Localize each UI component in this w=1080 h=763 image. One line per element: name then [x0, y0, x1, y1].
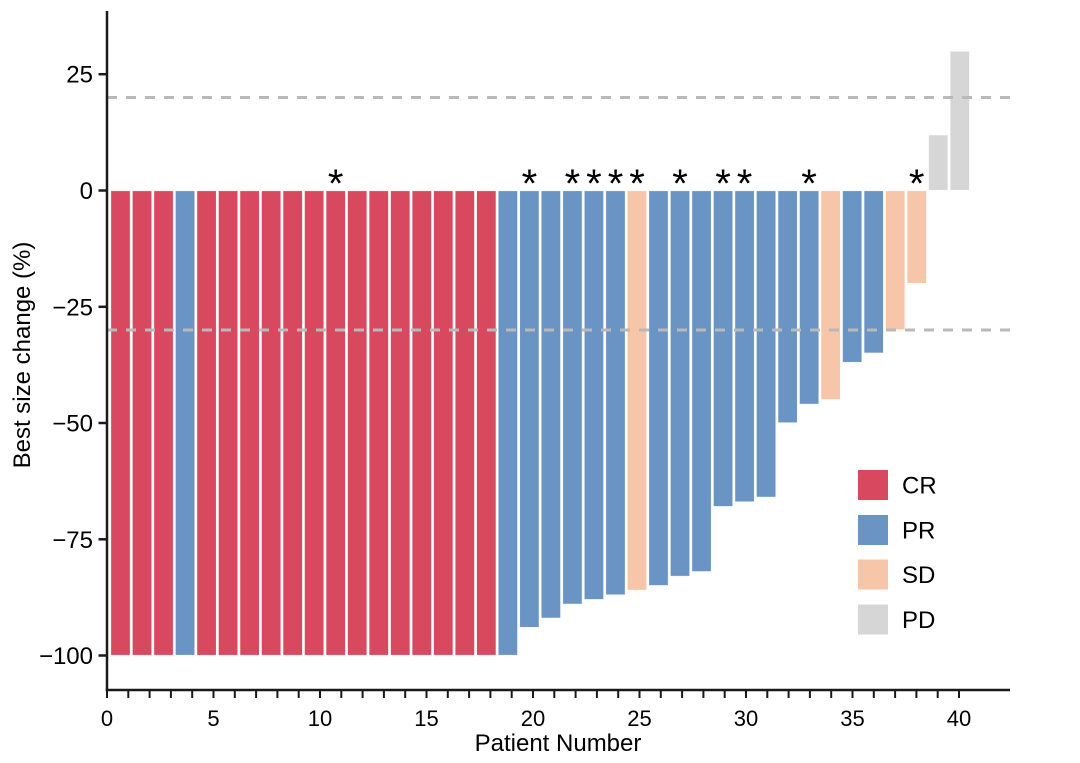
bar-patient-6: [217, 189, 239, 657]
bar-patient-25: [626, 189, 648, 591]
bar-patient-38: [906, 189, 928, 285]
y-tick-label--25: −25: [52, 294, 93, 321]
significance-star-patient-33: *: [801, 162, 817, 206]
bar-patient-7: [239, 189, 261, 657]
significance-star-patient-30: *: [737, 162, 753, 206]
y-axis-title: Best size change (%): [9, 242, 36, 469]
bar-patient-40: [949, 50, 971, 192]
bar-patient-19: [497, 189, 519, 657]
bar-patient-11: [325, 189, 347, 657]
y-tick-label--75: −75: [52, 527, 93, 554]
bar-patient-16: [432, 189, 454, 657]
axes-layer: 25 0 −25 −50 −75 −100 0 5 10 15 20 25 30 35 40: [39, 11, 1010, 731]
bar-patient-3: [152, 189, 175, 657]
bar-patient-37: [884, 189, 906, 331]
bar-patient-29: [712, 189, 734, 508]
significance-star-patient-11: *: [328, 162, 344, 206]
bar-patient-34: [820, 189, 842, 401]
legend-label-SD: SD: [902, 562, 935, 589]
significance-star-patient-22: *: [565, 162, 581, 206]
bar-patient-2: [131, 189, 153, 657]
legend-swatch-PD: [858, 604, 888, 635]
bar-patient-1: [109, 189, 132, 657]
x-tick-label-30: 30: [734, 706, 758, 731]
significance-star-patient-20: *: [522, 162, 538, 206]
bar-patient-8: [260, 189, 282, 657]
bar-patient-17: [454, 189, 476, 657]
bar-patient-32: [777, 189, 799, 424]
bar-patient-35: [841, 189, 863, 364]
significance-star-patient-25: *: [629, 162, 645, 206]
significance-star-patient-24: *: [608, 162, 624, 206]
x-tick-label-5: 5: [207, 706, 219, 731]
significance-stars-layer: * * * * * * * * * * *: [328, 162, 925, 206]
x-axis-title: Patient Number: [475, 730, 642, 757]
bar-patient-12: [346, 189, 368, 657]
legend-label-PD: PD: [902, 607, 935, 634]
bar-patient-10: [303, 189, 325, 657]
significance-star-patient-38: *: [909, 162, 925, 206]
bar-patient-5: [196, 189, 218, 657]
y-tick-label-25: 25: [66, 62, 93, 89]
bar-patient-13: [368, 189, 390, 657]
legend-swatch-SD: [858, 559, 888, 590]
bar-patient-14: [389, 189, 411, 657]
bar-patient-31: [755, 189, 777, 498]
bar-patient-15: [411, 189, 433, 657]
bar-patient-21: [540, 189, 562, 619]
y-tick-label--100: −100: [39, 643, 93, 670]
bar-patient-27: [669, 189, 691, 578]
x-tick-label-15: 15: [414, 706, 438, 731]
legend-label-PR: PR: [902, 518, 935, 545]
significance-star-patient-27: *: [672, 162, 688, 206]
x-tick-label-35: 35: [840, 706, 864, 731]
bars-layer: [109, 50, 971, 657]
legend-swatch-PR: [858, 515, 888, 545]
legend: CR PR SD PD: [858, 470, 937, 635]
bar-patient-9: [282, 189, 304, 657]
legend-label-CR: CR: [902, 473, 937, 500]
x-tick-label-0: 0: [101, 706, 113, 731]
bar-patient-30: [734, 189, 756, 503]
bar-patient-28: [690, 189, 713, 573]
x-tick-label-25: 25: [627, 706, 651, 731]
bar-patient-20: [518, 189, 540, 629]
legend-swatch-CR: [858, 470, 888, 500]
bar-patient-39: [927, 134, 949, 192]
bar-patient-33: [798, 189, 820, 405]
y-tick-label--50: −50: [52, 411, 93, 438]
x-tick-label-10: 10: [308, 706, 332, 731]
bar-patient-4: [174, 189, 196, 657]
bar-patient-24: [604, 189, 627, 596]
significance-star-patient-29: *: [715, 162, 731, 206]
bar-patient-23: [583, 189, 605, 601]
bar-patient-26: [647, 189, 670, 587]
bar-patient-22: [561, 189, 583, 605]
significance-star-patient-23: *: [586, 162, 602, 206]
bar-patient-18: [475, 189, 497, 657]
x-tick-label-40: 40: [947, 706, 971, 731]
x-tick-label-20: 20: [521, 706, 545, 731]
bar-patient-36: [863, 189, 885, 354]
y-tick-label-0: 0: [80, 178, 93, 205]
